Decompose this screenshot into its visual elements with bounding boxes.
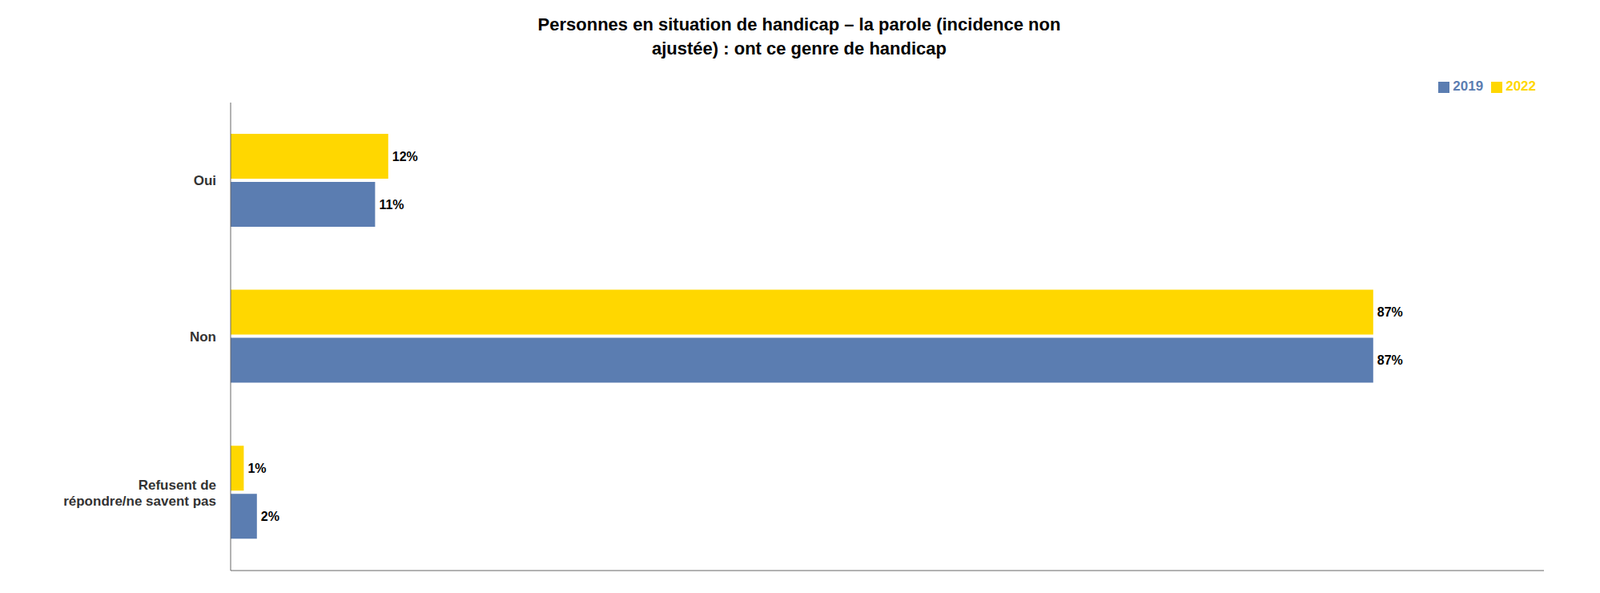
svg-text:87%: 87%: [1377, 305, 1404, 319]
html-text:2019: 2019: [1452, 78, 1484, 94]
svg-text:1%: 1%: [247, 461, 266, 475]
svg-text:Non: Non: [189, 329, 217, 345]
svg-text:11%: 11%: [378, 197, 404, 212]
svg-text:Refusent derépondre/ne savent: Refusent derépondre/ne savent pas: [63, 477, 217, 509]
svg-text:87%: 87%: [1377, 353, 1404, 367]
svg-text:Oui: Oui: [193, 172, 217, 189]
html-text:2022: 2022: [1505, 78, 1536, 94]
svg-text:12%: 12%: [392, 149, 419, 164]
svg-text:2%: 2%: [261, 509, 280, 523]
html-text:Personnes en situation de hand: Personnes en situation de handicap – la …: [537, 14, 1061, 59]
